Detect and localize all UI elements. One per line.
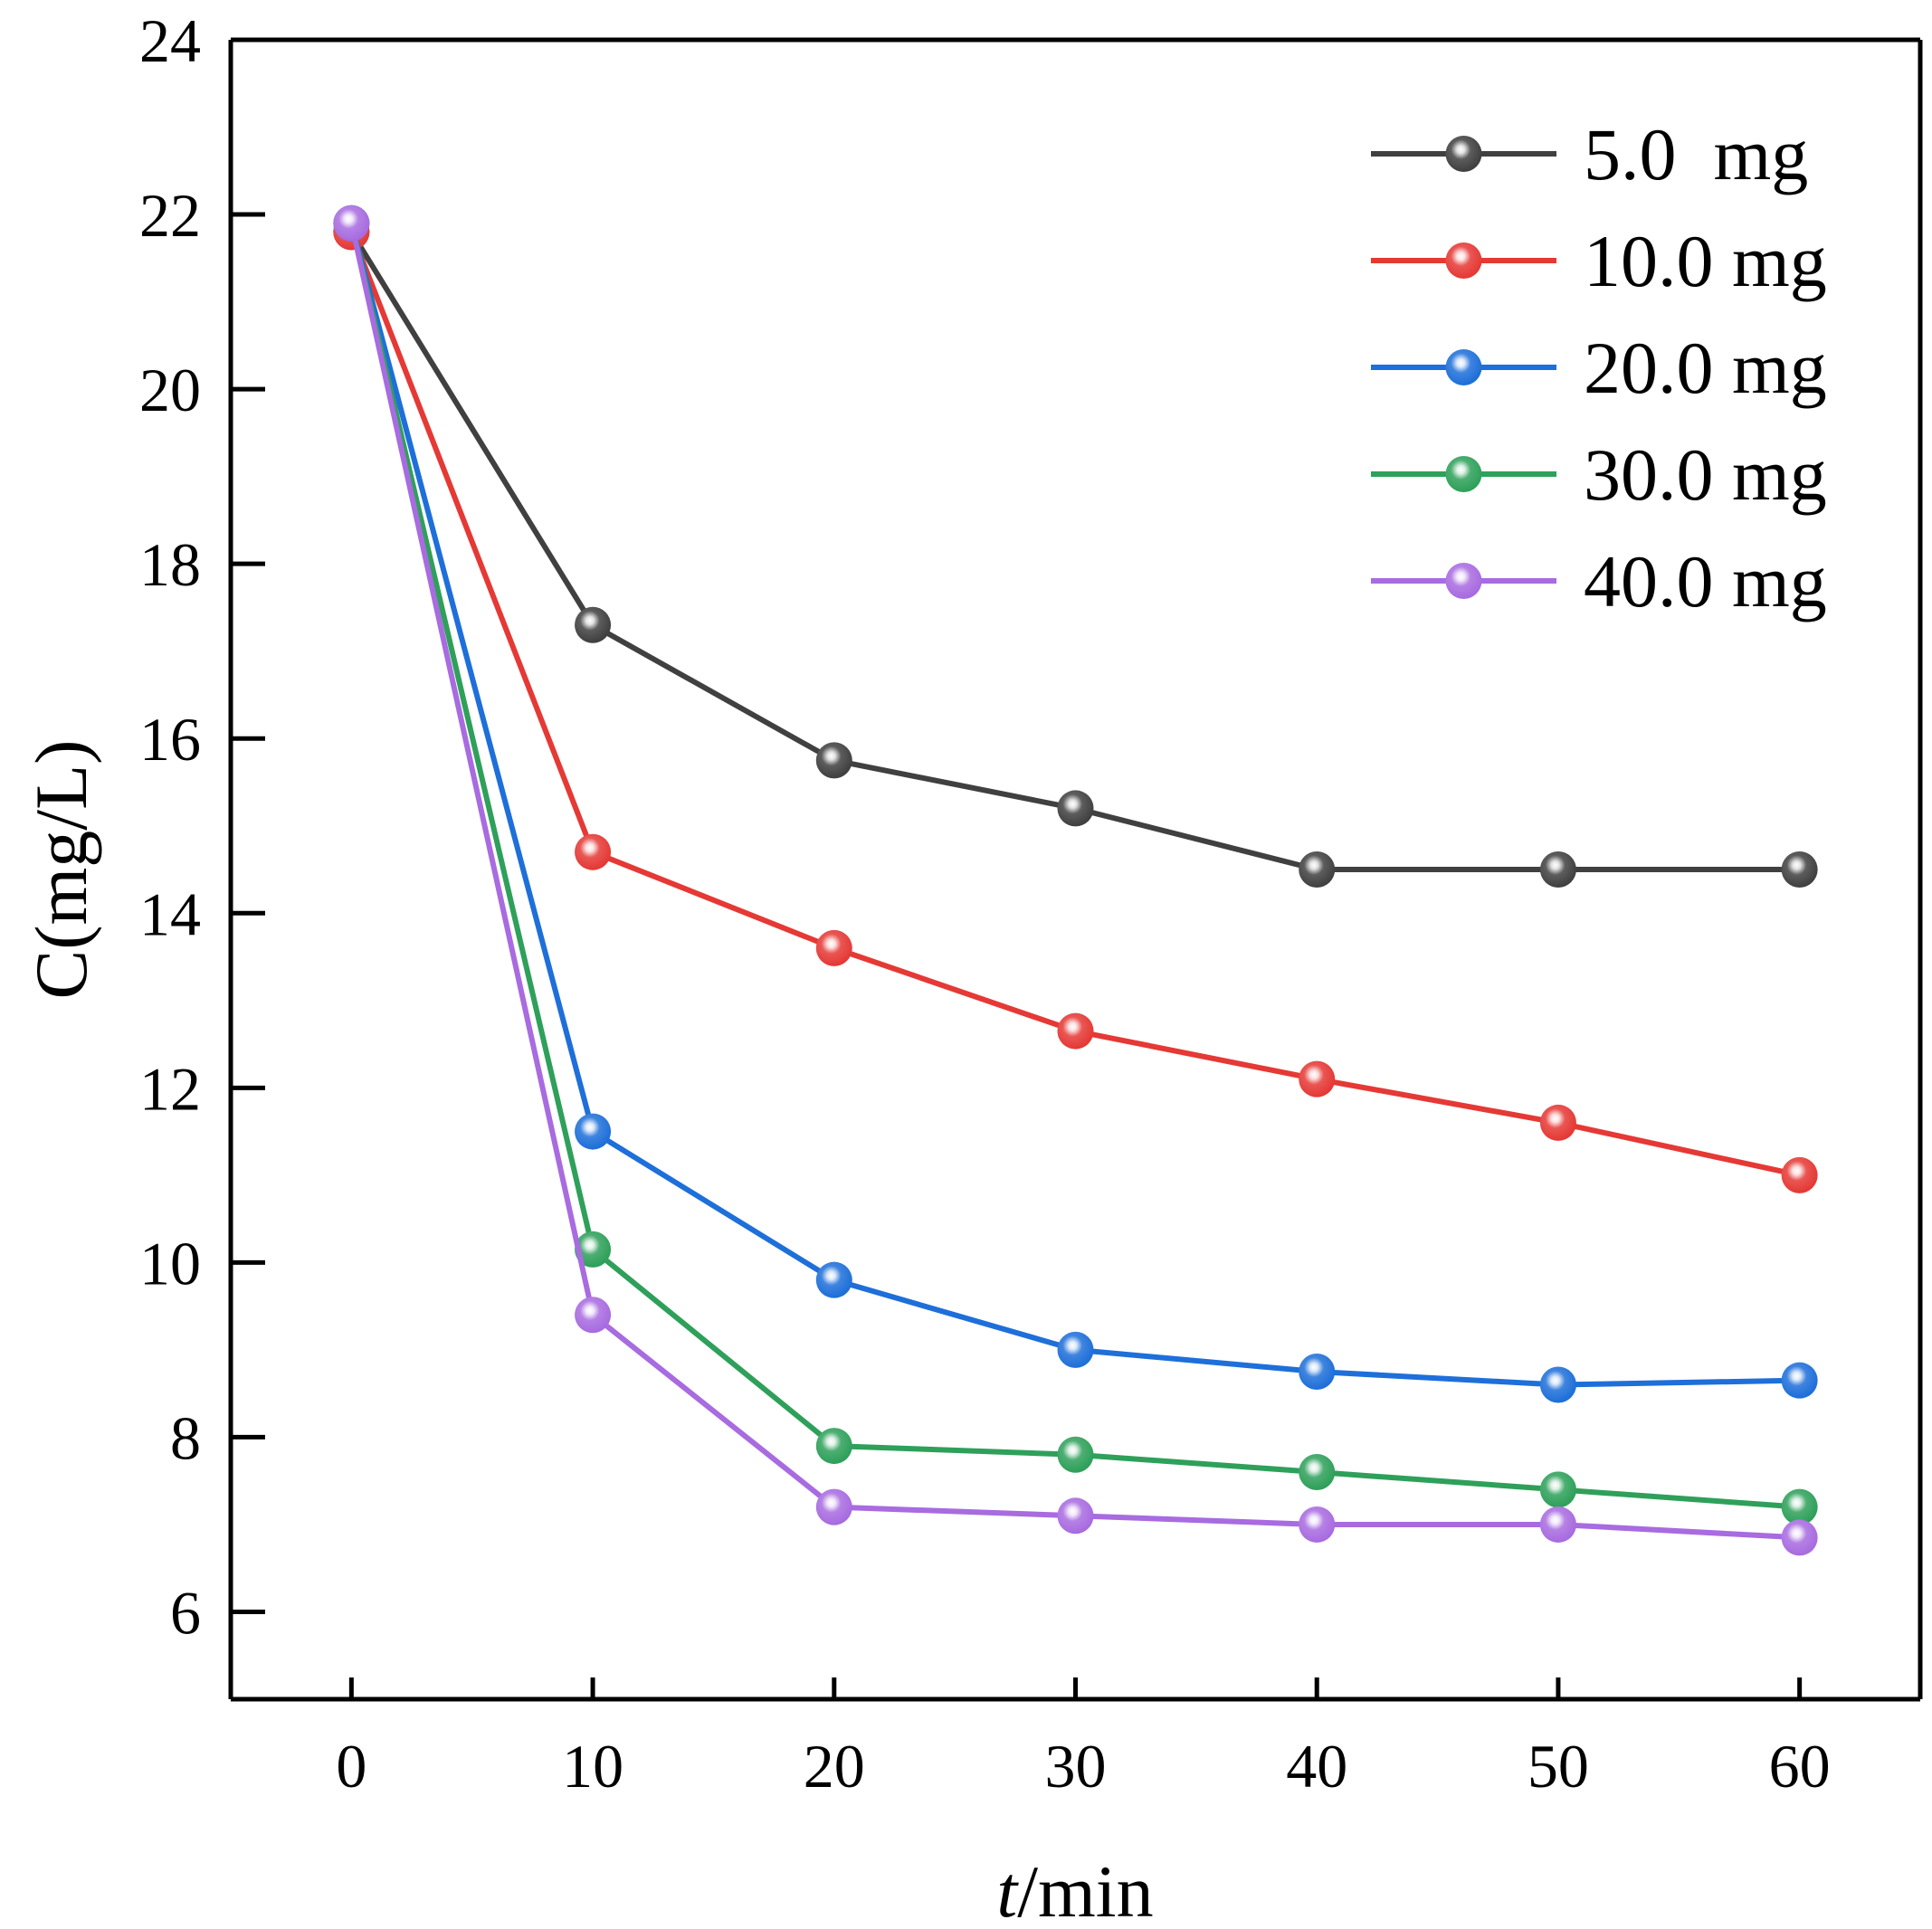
data-point-5-0-mg-t20 bbox=[815, 742, 852, 779]
y-axis-ticks: 6 8 10 12 14 16 18 20 22 24 bbox=[139, 6, 265, 1647]
legend-marker-40-0-mg bbox=[1445, 563, 1482, 599]
data-point-5-0-mg-t30 bbox=[1057, 790, 1094, 827]
data-point-5-0-mg-t50 bbox=[1539, 851, 1576, 888]
legend-item-30-0-mg: 30.0 mg bbox=[1371, 433, 1827, 516]
series-40-0-mg bbox=[333, 204, 1818, 1556]
data-point-10-0-mg-t20 bbox=[815, 929, 852, 966]
legend-marker-5-0-mg bbox=[1445, 136, 1482, 172]
data-point-40-0-mg-t20 bbox=[815, 1488, 852, 1525]
legend: 5.0 mg 10.0 mg 20.0 mg 30.0 mg 40.0 mg bbox=[1371, 113, 1827, 622]
x-axis-title-unit: /min bbox=[1017, 1850, 1153, 1929]
y-tick-label-24: 24 bbox=[139, 6, 201, 75]
series-10-0-mg bbox=[333, 214, 1818, 1193]
data-point-10-0-mg-t40 bbox=[1299, 1060, 1336, 1098]
legend-marker-30-0-mg bbox=[1445, 456, 1482, 492]
legend-item-40-0-mg: 40.0 mg bbox=[1371, 540, 1827, 622]
data-point-40-0-mg-t10 bbox=[575, 1297, 612, 1334]
series-layer bbox=[333, 204, 1818, 1556]
legend-label-20-0-mg: 20.0 mg bbox=[1584, 327, 1827, 409]
legend-item-20-0-mg: 20.0 mg bbox=[1371, 327, 1827, 409]
data-point-40-0-mg-t30 bbox=[1057, 1497, 1094, 1535]
y-tick-label-22: 22 bbox=[139, 181, 201, 250]
y-tick-label-14: 14 bbox=[139, 879, 201, 948]
series-5-0-mg bbox=[333, 214, 1818, 888]
data-point-30-0-mg-t40 bbox=[1299, 1454, 1336, 1491]
x-tick-label-10: 10 bbox=[562, 1732, 623, 1801]
legend-marker-20-0-mg bbox=[1445, 349, 1482, 385]
data-point-5-0-mg-t60 bbox=[1781, 851, 1818, 888]
y-tick-label-8: 8 bbox=[170, 1403, 201, 1472]
data-point-10-0-mg-t60 bbox=[1781, 1156, 1818, 1193]
legend-label-30-0-mg: 30.0 mg bbox=[1584, 433, 1827, 516]
data-point-5-0-mg-t40 bbox=[1299, 851, 1336, 888]
legend-item-10-0-mg: 10.0 mg bbox=[1371, 220, 1827, 302]
data-point-40-0-mg-t40 bbox=[1299, 1506, 1336, 1543]
data-point-20-0-mg-t30 bbox=[1057, 1331, 1094, 1368]
data-point-20-0-mg-t10 bbox=[575, 1113, 612, 1150]
x-axis-title: t/min bbox=[996, 1850, 1153, 1929]
legend-label-40-0-mg: 40.0 mg bbox=[1584, 540, 1827, 622]
series-line-5-0-mg bbox=[348, 230, 1800, 872]
data-point-40-0-mg-t60 bbox=[1781, 1519, 1818, 1556]
x-tick-label-20: 20 bbox=[804, 1732, 865, 1801]
x-axis-ticks: 0 10 20 30 40 50 60 bbox=[336, 1677, 1831, 1801]
data-point-30-0-mg-t30 bbox=[1057, 1436, 1094, 1473]
data-point-10-0-mg-t30 bbox=[1057, 1012, 1094, 1050]
data-point-10-0-mg-t10 bbox=[575, 833, 612, 870]
y-tick-label-6: 6 bbox=[170, 1578, 201, 1647]
x-tick-label-60: 60 bbox=[1769, 1732, 1831, 1801]
y-axis-title: C(mg/L) bbox=[20, 740, 102, 1000]
legend-marker-10-0-mg bbox=[1445, 242, 1482, 279]
x-tick-label-30: 30 bbox=[1045, 1732, 1107, 1801]
x-tick-label-40: 40 bbox=[1286, 1732, 1347, 1801]
x-axis-title-symbol: t bbox=[996, 1850, 1019, 1929]
y-tick-label-10: 10 bbox=[139, 1229, 201, 1297]
legend-label-10-0-mg: 10.0 mg bbox=[1584, 220, 1827, 302]
y-tick-label-18: 18 bbox=[139, 530, 201, 599]
y-tick-label-20: 20 bbox=[139, 356, 201, 424]
series-line-30-0-mg bbox=[348, 223, 1800, 1510]
y-tick-label-12: 12 bbox=[139, 1054, 201, 1123]
x-tick-label-0: 0 bbox=[336, 1732, 366, 1801]
data-point-30-0-mg-t60 bbox=[1781, 1488, 1818, 1525]
data-point-20-0-mg-t60 bbox=[1781, 1362, 1818, 1399]
data-point-5-0-mg-t10 bbox=[575, 606, 612, 643]
legend-label-5-0-mg: 5.0 mg bbox=[1584, 113, 1808, 195]
data-point-30-0-mg-t10 bbox=[575, 1231, 612, 1268]
data-point-40-0-mg-t0 bbox=[333, 204, 370, 242]
legend-item-5-0-mg: 5.0 mg bbox=[1371, 113, 1808, 195]
data-point-40-0-mg-t50 bbox=[1539, 1506, 1576, 1543]
data-point-20-0-mg-t40 bbox=[1299, 1354, 1336, 1391]
data-point-30-0-mg-t50 bbox=[1539, 1471, 1576, 1508]
data-point-20-0-mg-t20 bbox=[815, 1261, 852, 1298]
data-point-10-0-mg-t50 bbox=[1539, 1104, 1576, 1141]
data-point-30-0-mg-t20 bbox=[815, 1428, 852, 1465]
y-tick-label-16: 16 bbox=[139, 705, 201, 774]
x-tick-label-50: 50 bbox=[1528, 1732, 1589, 1801]
data-point-20-0-mg-t50 bbox=[1539, 1366, 1576, 1403]
